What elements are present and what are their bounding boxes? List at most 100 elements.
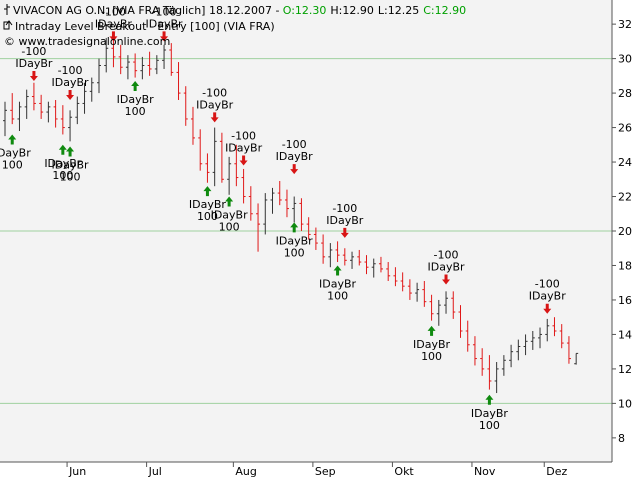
ohlc-bar [472, 336, 477, 366]
sell-arrow-icon [340, 227, 349, 238]
signal-label: IDayBr [413, 338, 451, 351]
sell-arrow-icon [66, 89, 75, 100]
signal-label: IDayBr [225, 141, 263, 154]
low-value: L:12.25 [378, 4, 419, 17]
ohlc-bar [118, 44, 123, 75]
ohlc-bar [53, 99, 58, 128]
ohlc-bar [292, 196, 297, 223]
buy-arrow-icon [58, 144, 67, 155]
ohlc-bar [234, 144, 239, 187]
ohlc-bar [386, 262, 391, 281]
ohlc-bar [162, 44, 167, 69]
price-tick-label: 20 [618, 225, 632, 238]
sell-arrow-icon [29, 71, 38, 82]
signal-label: IDayBr [471, 407, 509, 420]
price-tick-label: 22 [618, 191, 632, 204]
sell-arrow-icon [239, 155, 248, 166]
price-tick-label: 30 [618, 53, 632, 66]
ohlc-bar [299, 198, 304, 231]
buy-arrow-icon [333, 265, 342, 276]
time-tick-label: Nov [474, 465, 496, 478]
ohlc-bar [212, 127, 217, 187]
indicator-icon [3, 20, 13, 30]
ohlc-bar [357, 249, 362, 266]
signal-label: IDayBr [44, 157, 82, 170]
signal-label: IDayBr [276, 234, 314, 247]
ohlc-bar [552, 317, 557, 337]
ohlc-bar [530, 330, 535, 350]
signal-label: IDayBr [529, 290, 567, 303]
ohlc-bar [183, 86, 188, 126]
sell-arrow-icon [210, 112, 219, 123]
ohlc-bar [68, 110, 73, 142]
price-tick-label: 26 [618, 122, 632, 135]
ohlc-bar [458, 305, 463, 338]
signal-value: -100 [332, 202, 357, 215]
buy-arrow-icon [8, 134, 17, 145]
ohlc-bar [501, 355, 506, 376]
ohlc-bar [436, 299, 441, 326]
signal-value: -100 [231, 129, 256, 142]
ohlc-bar [378, 256, 383, 273]
ohlc-bar [205, 153, 210, 183]
signal-value: -100 [282, 138, 307, 151]
signal-value: 100 [284, 246, 305, 259]
ohlc-bar [516, 339, 521, 361]
grid-lines [0, 58, 612, 404]
ohlc-bar [480, 348, 485, 376]
ohlc-bar [75, 96, 80, 125]
ohlc-bar [256, 203, 261, 252]
ohlc-bar [227, 156, 232, 195]
ohlc-bar [523, 334, 528, 356]
ohlc-bar [3, 101, 7, 137]
signal-label: IDayBr [326, 214, 364, 227]
price-tick-label: 8 [618, 432, 625, 445]
ohlc-bar [574, 352, 579, 365]
signal-value: 100 [421, 350, 442, 363]
ohlc-bar [451, 291, 456, 319]
ohlc-bar [415, 282, 420, 302]
buy-arrow-icon [427, 325, 436, 336]
price-bars [3, 34, 579, 394]
signal-value: -100 [58, 64, 83, 77]
ohlc-bar [494, 362, 499, 394]
signal-label: IDayBr [196, 98, 234, 111]
ohlc-bar [545, 318, 550, 342]
close-value: C:12.90 [423, 4, 466, 17]
ohlc-bar [198, 129, 203, 171]
instrument-icon [4, 4, 10, 15]
signal-label: IDayBr [428, 260, 466, 273]
ohlc-bar [364, 255, 369, 275]
ohlc-bar [277, 181, 282, 206]
sell-arrow-icon [442, 274, 451, 285]
price-tick-label: 28 [618, 87, 632, 100]
ohlc-bar [125, 55, 130, 80]
signal-value: -100 [101, 5, 126, 18]
ohlc-bar [104, 37, 109, 73]
ohlc-bar [96, 58, 101, 94]
signal-label: IDayBr [52, 76, 90, 89]
ohlc-bar [321, 234, 326, 264]
ohlc-bar [248, 186, 253, 221]
price-tick-label: 18 [618, 259, 632, 272]
indicator-label: Intraday Level Breakout - Entry [100] (V… [15, 20, 275, 33]
ohlc-bar [509, 344, 514, 368]
ohlc-bar [147, 51, 152, 76]
ohlc-bar [328, 243, 333, 268]
ohlc-bar [538, 327, 543, 349]
signal-value: -100 [535, 278, 560, 291]
ohlc-bar [444, 291, 449, 314]
signal-label: IDayBr [276, 150, 314, 163]
symbol-name: VIVACON AG O.N. [VIA FRA Täglich] 18.12.… [13, 4, 280, 17]
